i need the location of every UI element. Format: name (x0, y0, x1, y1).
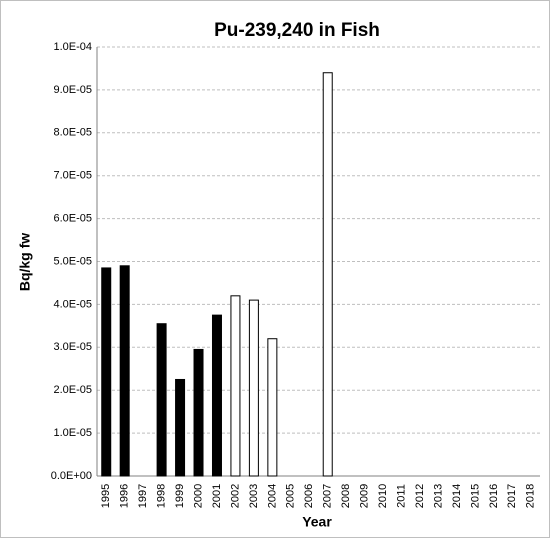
bar (193, 348, 204, 477)
x-tick-label: 1995 (100, 484, 112, 508)
bar (230, 295, 241, 477)
y-tick-label: 4.0E-05 (53, 298, 92, 310)
bar (101, 267, 112, 477)
bar (175, 378, 186, 477)
bar (322, 72, 333, 477)
y-tick-label: 0.0E+00 (51, 470, 92, 482)
bar (267, 338, 278, 477)
x-tick-label: 2016 (488, 484, 500, 508)
x-tick-label: 1998 (156, 484, 168, 508)
x-tick-label: 2005 (285, 484, 297, 508)
x-tick-label: 2002 (229, 484, 241, 508)
y-tick-label: 1.0E-04 (53, 41, 92, 53)
x-tick-label: 2008 (340, 484, 352, 508)
x-tick-label: 2007 (322, 484, 334, 508)
y-tick-label: 3.0E-05 (53, 341, 92, 353)
y-tick-label: 5.0E-05 (53, 255, 92, 267)
y-tick-label: 8.0E-05 (53, 127, 92, 139)
y-axis-label: Bq/kg fw (17, 233, 33, 291)
x-tick-label: 2003 (248, 484, 260, 508)
y-tick-label: 6.0E-05 (53, 213, 92, 225)
bar (248, 299, 259, 477)
bar (211, 314, 222, 477)
y-tick-label: 7.0E-05 (53, 170, 92, 182)
x-tick-label: 2011 (395, 484, 407, 508)
x-tick-label: 2013 (432, 484, 444, 508)
x-tick-label: 2015 (469, 484, 481, 508)
x-tick-label: 2012 (414, 484, 426, 508)
y-tick-label: 9.0E-05 (53, 84, 92, 96)
chart-title: Pu-239,240 in Fish (214, 20, 380, 41)
x-tick-label: 2004 (266, 484, 278, 508)
x-tick-label: 2014 (451, 484, 463, 508)
bar (119, 265, 130, 477)
x-tick-label: 1999 (174, 484, 186, 508)
x-tick-label: 2018 (525, 484, 537, 508)
y-tick-label: 1.0E-05 (53, 427, 92, 439)
x-tick-label: 2017 (506, 484, 518, 508)
x-tick-label: 2001 (211, 484, 223, 508)
x-tick-label: 1996 (119, 484, 131, 508)
y-tick-label: 2.0E-05 (53, 384, 92, 396)
x-axis-label: Year (302, 514, 332, 530)
x-tick-label: 2006 (303, 484, 315, 508)
x-tick-label: 2000 (192, 484, 204, 508)
x-tick-label: 1997 (137, 484, 149, 508)
x-tick-label: 2010 (377, 484, 389, 508)
x-tick-label: 2009 (359, 484, 371, 508)
bar (156, 323, 167, 477)
